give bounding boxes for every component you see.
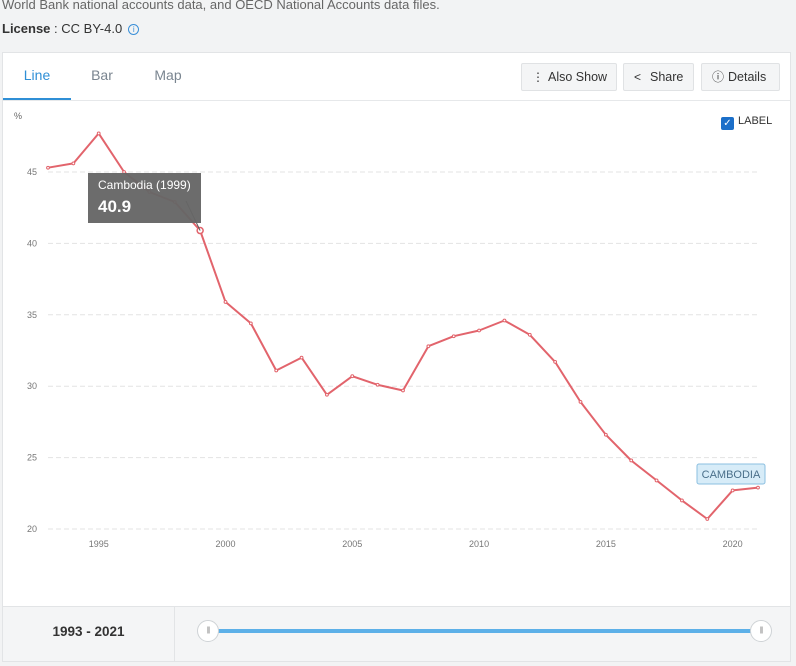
- slider-handle-start[interactable]: |||: [197, 620, 219, 642]
- label-toggle-text: LABEL: [738, 115, 773, 127]
- data-point: [578, 400, 583, 404]
- line-chart: % 20 25 30 35 40 45 1995 2000 2005 2010 2015 2020 Cam…: [14, 111, 766, 549]
- license-label: License: [2, 21, 51, 36]
- y-axis-label: %: [14, 111, 22, 121]
- x-tick-label: 2020: [723, 539, 743, 549]
- data-point: [527, 332, 532, 337]
- data-point: [325, 392, 329, 397]
- y-tick-label: 35: [27, 310, 37, 320]
- label-toggle[interactable]: ✓ LABEL: [721, 115, 772, 130]
- details-label: Details: [728, 70, 767, 84]
- data-point: [502, 318, 507, 323]
- license-value: CC BY-4.0: [61, 21, 123, 36]
- y-tick-label: 30: [27, 381, 37, 391]
- license-line: License : CC BY-4.0 i: [2, 21, 140, 36]
- series-label: CAMBODIA: [702, 469, 761, 481]
- data-point: [654, 478, 659, 483]
- year-slider-track[interactable]: [209, 629, 762, 633]
- tab-bar[interactable]: Bar: [91, 67, 113, 83]
- info-circle-icon: ⓘ: [712, 70, 725, 84]
- info-icon[interactable]: i: [128, 24, 140, 35]
- data-point: [274, 368, 279, 373]
- data-point: [350, 374, 355, 379]
- data-point: [477, 328, 481, 333]
- chart-panel: Line Bar Map ⋮ Also Show < Share ⓘ Details …: [2, 52, 791, 607]
- y-tick-label: 40: [27, 238, 37, 248]
- data-point: [375, 382, 380, 387]
- also-show-label: Also Show: [548, 70, 608, 84]
- x-tick-label: 2000: [215, 539, 235, 549]
- x-tick-label: 1995: [89, 539, 109, 549]
- details-button[interactable]: ⓘ Details: [701, 63, 780, 91]
- range-start: 1993: [52, 624, 83, 639]
- data-point: [96, 131, 101, 136]
- data-point: [730, 488, 735, 493]
- source-text: World Bank national accounts data, and O…: [2, 0, 440, 12]
- data-point: [223, 300, 228, 304]
- tooltip-value: 40.9: [98, 197, 131, 216]
- more-vertical-icon: ⋮: [532, 70, 544, 84]
- data-point: [122, 170, 126, 174]
- data-point: [705, 517, 710, 521]
- y-tick-label: 45: [27, 167, 37, 177]
- data-point: [553, 360, 558, 364]
- data-point: [71, 161, 76, 166]
- data-point: [46, 165, 50, 170]
- tab-line[interactable]: Line: [3, 53, 71, 101]
- share-button[interactable]: < Share: [623, 63, 694, 91]
- data-point: [603, 432, 608, 437]
- tabs-divider: [3, 100, 790, 101]
- data-point: [299, 355, 304, 360]
- range-end: 2021: [94, 624, 125, 639]
- tab-map[interactable]: Map: [154, 67, 182, 83]
- year-range-display: 1993 - 2021: [3, 607, 175, 662]
- data-point: [248, 321, 253, 326]
- range-separator: -: [86, 624, 91, 639]
- x-tick-label: 2005: [342, 539, 362, 549]
- data-point: [426, 344, 431, 349]
- data-point: [451, 334, 456, 339]
- y-tick-label: 20: [27, 524, 37, 534]
- year-range-footer: 1993 - 2021 ||| |||: [2, 607, 791, 662]
- data-point: [401, 388, 405, 393]
- data-point: [680, 498, 684, 503]
- x-tick-label: 2015: [596, 539, 616, 549]
- share-label: Share: [650, 70, 684, 84]
- also-show-button[interactable]: ⋮ Also Show: [521, 63, 617, 91]
- data-point: [756, 485, 760, 490]
- tooltip-box: [88, 173, 201, 223]
- data-point: [629, 458, 634, 463]
- tooltip-title: Cambodia (1999): [98, 178, 191, 192]
- share-icon: <: [634, 70, 642, 84]
- slider-handle-end[interactable]: |||: [750, 620, 772, 642]
- y-tick-label: 25: [27, 453, 37, 463]
- series-label-box: [696, 463, 766, 485]
- x-tick-label: 2010: [469, 539, 489, 549]
- label-checkbox[interactable]: ✓: [721, 117, 734, 130]
